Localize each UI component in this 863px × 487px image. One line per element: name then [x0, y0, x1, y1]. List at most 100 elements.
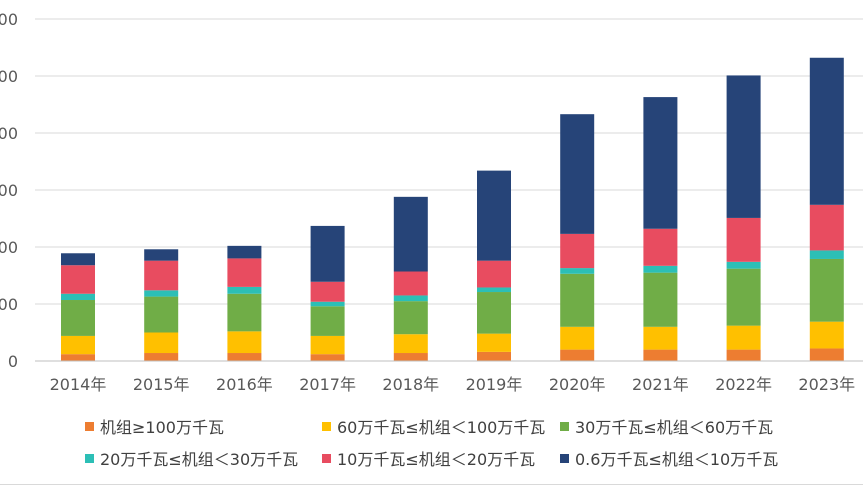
bar-segment: [61, 293, 95, 301]
bar-segment: [560, 268, 595, 274]
bar-segment: [726, 325, 761, 350]
y-tick-label: 400: [0, 124, 18, 143]
bar-segment: [310, 281, 345, 302]
bar-segment: [61, 335, 95, 355]
bar-segment: [809, 204, 844, 251]
legend-item-20-30: 20万千瓦≤机组＜30万千瓦: [85, 446, 298, 470]
bar-segment: [809, 348, 844, 361]
bar-segment: [393, 295, 428, 302]
bar-segment: [726, 268, 761, 326]
bar-segment: [726, 261, 761, 269]
bar-segment: [227, 245, 262, 259]
bar-segment: [643, 265, 678, 273]
legend-label: 30万千瓦≤机组＜60万千瓦: [575, 418, 774, 437]
legend-label: 0.6万千瓦≤机组＜10万千瓦: [575, 450, 779, 469]
bar-segment: [227, 331, 262, 354]
bar-segment: [144, 290, 179, 297]
legend-item-ge100: 机组≥100万千瓦: [85, 414, 224, 438]
bar-segment: [726, 75, 761, 218]
bar-segment: [144, 260, 179, 291]
y-tick-label: 200: [0, 238, 18, 257]
x-tick-label: 2015年: [133, 375, 190, 394]
bar-segment: [809, 57, 844, 205]
bar-segment: [310, 354, 345, 361]
x-tick-label: 2022年: [715, 375, 772, 394]
x-tick-label: 2021年: [632, 375, 689, 394]
legend-swatch: [322, 453, 331, 463]
bar-segment: [477, 170, 511, 261]
legend-item-60-100: 60万千瓦≤机组＜100万千瓦: [322, 414, 545, 438]
gridlines: [35, 18, 863, 305]
bar-segment: [477, 287, 511, 293]
x-tick-label: 2018年: [382, 375, 439, 394]
bar-segment: [144, 332, 179, 354]
x-tick-label: 2017年: [299, 375, 356, 394]
bar-segment: [61, 265, 95, 294]
legend-item-10-20: 10万千瓦≤机组＜20万千瓦: [322, 446, 535, 470]
bar-segment: [310, 335, 345, 355]
x-tick-label: 2020年: [549, 375, 606, 394]
bar-segment: [643, 97, 678, 229]
bar-segment: [809, 258, 844, 322]
bar-segment: [144, 249, 179, 261]
bar-segment: [61, 354, 95, 361]
x-tick-label: 2016年: [216, 375, 273, 394]
bar-segment: [643, 349, 678, 361]
bar-segment: [809, 250, 844, 259]
bottom-border: [0, 484, 863, 485]
legend-swatch: [85, 421, 94, 431]
bar-segment: [393, 334, 428, 354]
bar-segment: [477, 351, 511, 361]
legend-label: 60万千瓦≤机组＜100万千瓦: [337, 418, 546, 437]
x-tick-label: 2019年: [466, 375, 523, 394]
legend-item-30-60: 30万千瓦≤机组＜60万千瓦: [560, 414, 773, 438]
y-tick-label: 500: [0, 67, 18, 86]
y-tick-labels: 0 100 200 300 400 500 600: [0, 10, 18, 371]
bar-segment: [477, 292, 511, 334]
y-tick-label: 100: [0, 295, 18, 314]
bar-segment: [809, 321, 844, 349]
bar-segment: [227, 258, 262, 287]
bar-segment: [726, 217, 761, 262]
bar-segment: [310, 306, 345, 336]
bar-segment: [61, 300, 95, 336]
bar-segment: [560, 233, 595, 269]
bar-segment: [227, 286, 262, 294]
x-tick-label: 2023年: [798, 375, 855, 394]
legend: 机组≥100万千瓦 60万千瓦≤机组＜100万千瓦 30万千瓦≤机组＜60万千瓦…: [0, 408, 863, 472]
legend-label: 机组≥100万千瓦: [100, 418, 224, 437]
legend-swatch: [560, 421, 569, 431]
bar-segment: [144, 296, 179, 333]
bars: [61, 57, 844, 361]
bar-segment: [726, 349, 761, 361]
bar-segment: [310, 301, 345, 307]
bar-segment: [227, 353, 262, 361]
bar-segment: [310, 225, 345, 282]
x-tick-labels: 2014年 2015年 2016年 2017年 2018年 2019年 2020年 2021年…: [50, 375, 856, 394]
bar-segment: [393, 353, 428, 361]
legend-swatch: [85, 453, 94, 463]
bar-segment: [144, 353, 179, 361]
bar-segment: [61, 253, 95, 266]
y-tick-label: 300: [0, 181, 18, 200]
bar-segment: [227, 293, 262, 332]
bar-segment: [477, 333, 511, 352]
x-tick-label: 2014年: [50, 375, 107, 394]
legend-item-0-6-10: 0.6万千瓦≤机组＜10万千瓦: [560, 446, 778, 470]
bar-segment: [393, 301, 428, 335]
legend-label: 20万千瓦≤机组＜30万千瓦: [100, 450, 299, 469]
bar-segment: [643, 326, 678, 350]
bar-segment: [560, 326, 595, 350]
legend-swatch: [322, 421, 331, 431]
legend-swatch: [560, 453, 569, 463]
bar-segment: [643, 272, 678, 327]
bar-segment: [393, 271, 428, 296]
bar-segment: [560, 114, 595, 234]
legend-row-1: 机组≥100万千瓦 60万千瓦≤机组＜100万千瓦 30万千瓦≤机组＜60万千瓦: [0, 408, 863, 440]
legend-label: 10万千瓦≤机组＜20万千瓦: [337, 450, 536, 469]
bar-segment: [560, 273, 595, 327]
legend-row-2: 20万千瓦≤机组＜30万千瓦 10万千瓦≤机组＜20万千瓦 0.6万千瓦≤机组＜…: [0, 440, 863, 472]
bar-segment: [560, 349, 595, 361]
